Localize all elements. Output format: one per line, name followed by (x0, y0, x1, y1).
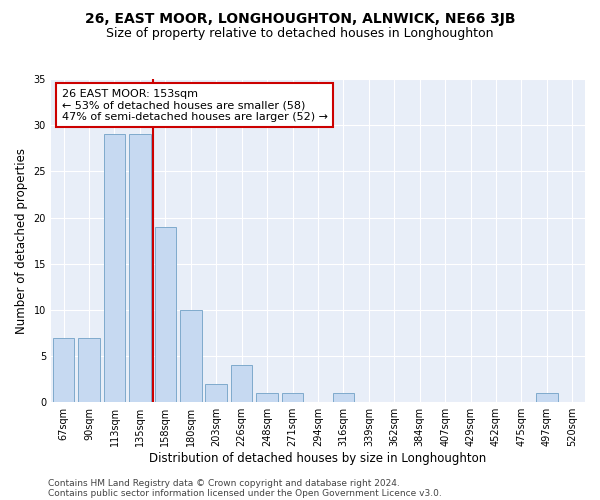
Bar (155, 227, 176, 402)
Bar (256, 393, 278, 402)
Bar (180, 310, 202, 402)
Bar (332, 393, 354, 402)
Bar (104, 134, 125, 402)
Bar (231, 366, 253, 402)
Text: 26, EAST MOOR, LONGHOUGHTON, ALNWICK, NE66 3JB: 26, EAST MOOR, LONGHOUGHTON, ALNWICK, NE… (85, 12, 515, 26)
Text: Size of property relative to detached houses in Longhoughton: Size of property relative to detached ho… (106, 28, 494, 40)
X-axis label: Distribution of detached houses by size in Longhoughton: Distribution of detached houses by size … (149, 452, 487, 465)
Bar (78, 338, 100, 402)
Bar (282, 393, 304, 402)
Bar (53, 338, 74, 402)
Bar (536, 393, 557, 402)
Text: Contains public sector information licensed under the Open Government Licence v3: Contains public sector information licen… (48, 488, 442, 498)
Bar (129, 134, 151, 402)
Text: Contains HM Land Registry data © Crown copyright and database right 2024.: Contains HM Land Registry data © Crown c… (48, 478, 400, 488)
Bar (205, 384, 227, 402)
Text: 26 EAST MOOR: 153sqm
← 53% of detached houses are smaller (58)
47% of semi-detac: 26 EAST MOOR: 153sqm ← 53% of detached h… (62, 88, 328, 122)
Y-axis label: Number of detached properties: Number of detached properties (15, 148, 28, 334)
